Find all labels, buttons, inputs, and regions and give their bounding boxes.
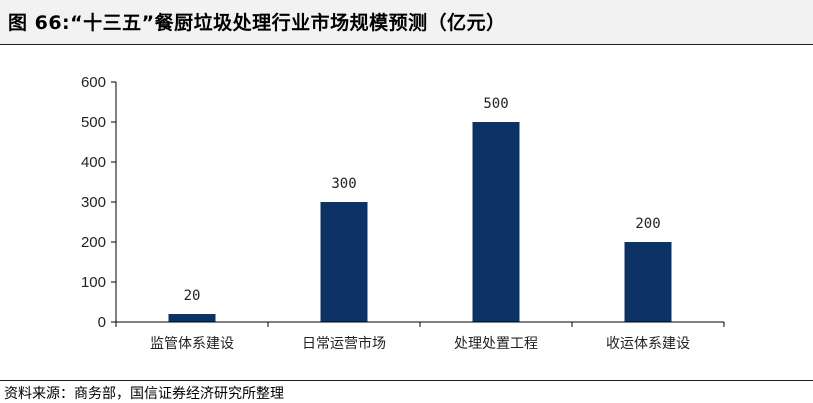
source-note: 资料来源：商务部，国信证券经济研究所整理 — [4, 386, 284, 402]
source-divider — [0, 380, 813, 381]
bar — [168, 314, 216, 322]
y-tick-label: 0 — [98, 314, 106, 331]
bar — [472, 122, 520, 322]
y-axis: 0 100 200 300 400 500 600 — [81, 74, 117, 331]
y-tick-label: 600 — [81, 74, 106, 91]
category-label: 监管体系建设 — [150, 336, 234, 352]
y-tick-label: 100 — [81, 274, 106, 291]
category-label: 处理处置工程 — [454, 336, 538, 352]
bar — [624, 242, 672, 322]
y-tick-label: 500 — [81, 114, 106, 131]
title-bar: 图 66:“十三五”餐厨垃圾处理行业市场规模预测（亿元） — [0, 0, 813, 45]
bar-chart: 0 100 200 300 400 500 600 20 300 500 200 监管体系建设 日常… — [81, 74, 725, 352]
data-label: 20 — [184, 288, 201, 304]
data-label: 200 — [635, 216, 660, 232]
bar — [320, 202, 368, 322]
x-axis: 监管体系建设 日常运营市场 处理处置工程 收运体系建设 — [115, 321, 725, 352]
bars: 20 300 500 200 — [168, 96, 672, 322]
data-label: 500 — [483, 96, 508, 112]
y-tick-label: 200 — [81, 234, 106, 251]
category-label: 收运体系建设 — [606, 336, 690, 352]
y-tick-label: 400 — [81, 154, 106, 171]
data-label: 300 — [331, 176, 356, 192]
category-label: 日常运营市场 — [302, 335, 386, 352]
y-tick-label: 300 — [81, 194, 106, 211]
figure-title: 图 66:“十三五”餐厨垃圾处理行业市场规模预测（亿元） — [8, 12, 506, 34]
